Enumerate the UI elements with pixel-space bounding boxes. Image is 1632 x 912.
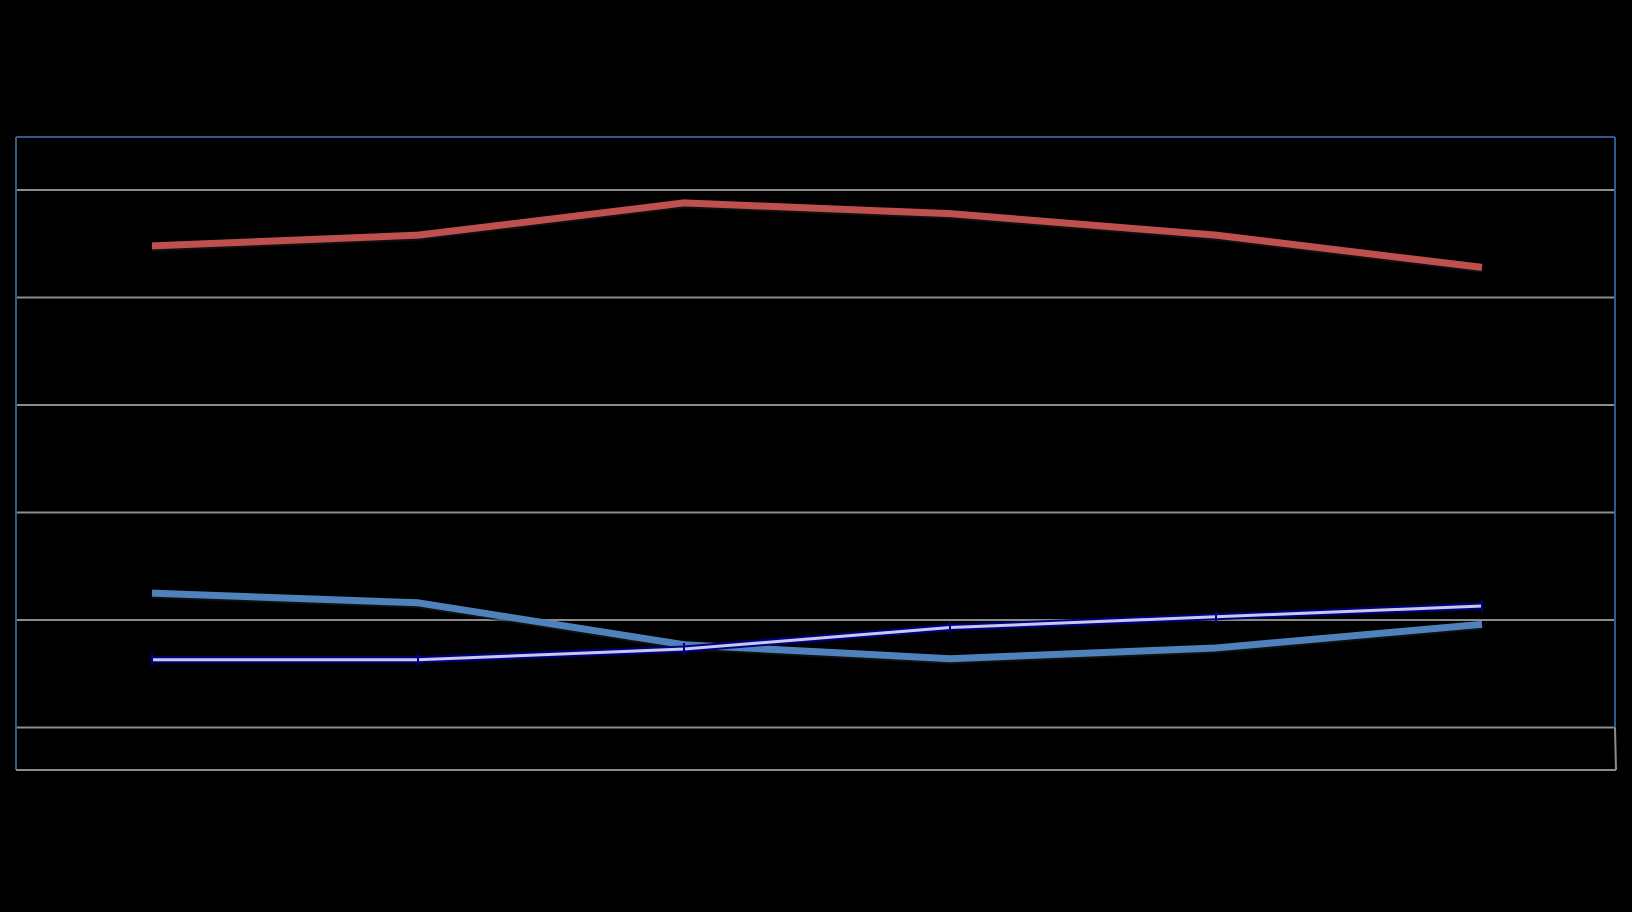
frame-right-lower — [1615, 728, 1616, 771]
